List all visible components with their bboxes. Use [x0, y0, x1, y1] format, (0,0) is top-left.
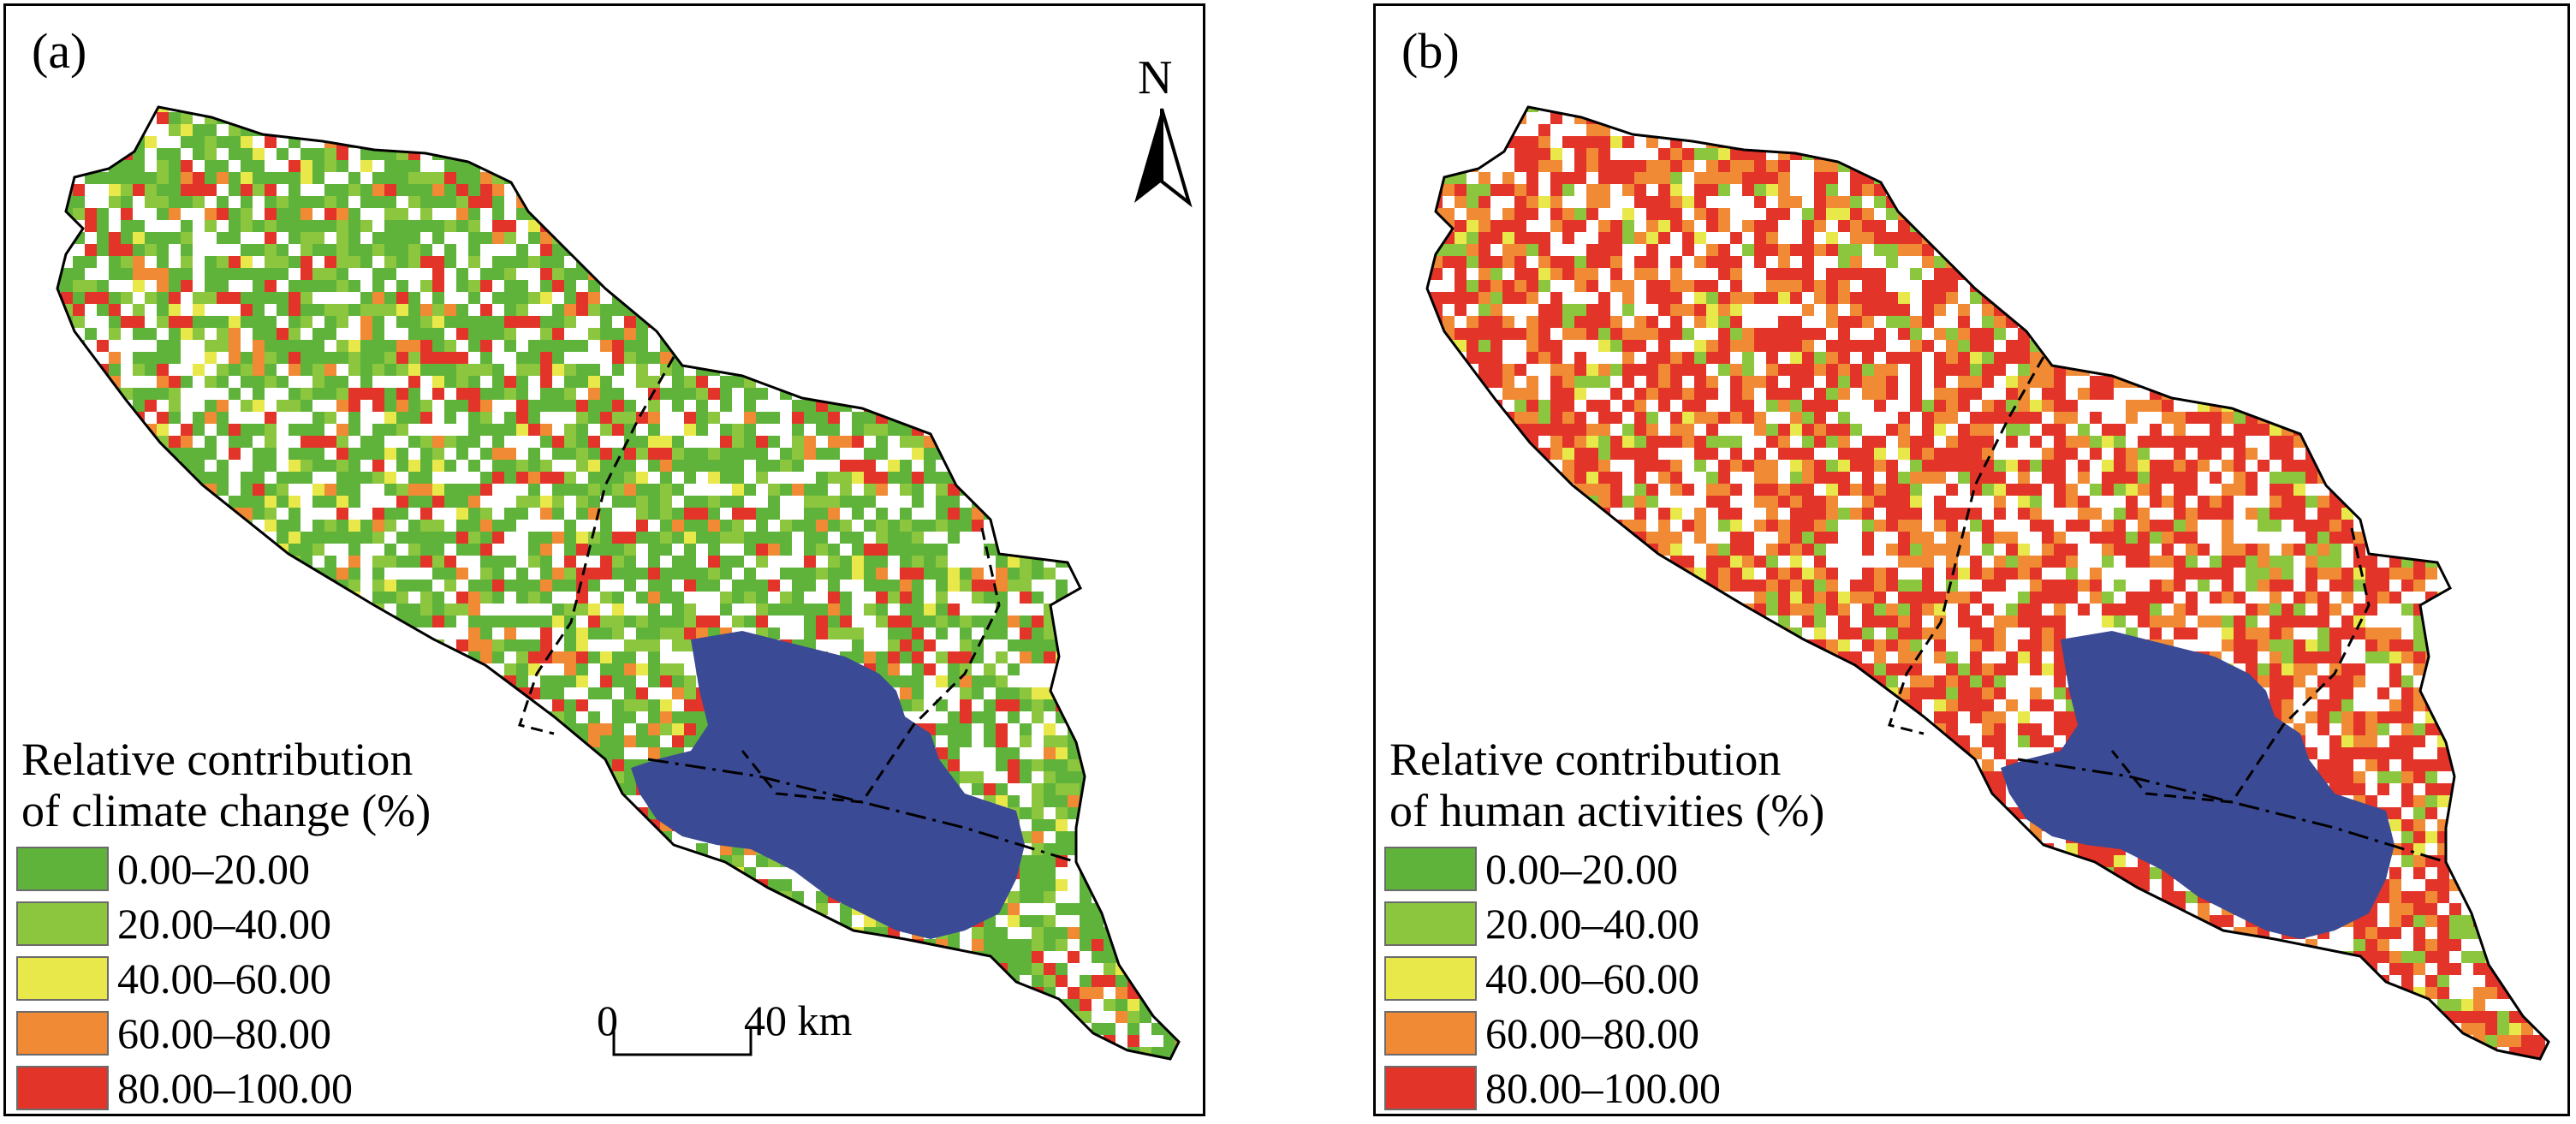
north-label: N: [1138, 51, 1173, 104]
basin-boundary: [56, 105, 1181, 1061]
legend-item: 40.00–60.00: [16, 951, 431, 1006]
scale-end-label: 40 km: [744, 996, 853, 1044]
legend-item: 20.00–40.00: [16, 896, 431, 951]
legend: Relative contribution of human activitie…: [1384, 734, 1825, 1114]
legend-label: 60.00–80.00: [117, 1009, 331, 1057]
map-panel-a: (a) N 0 40 km Relative contribution of c…: [3, 3, 1205, 1116]
legend: Relative contribution of climate change …: [16, 734, 431, 1114]
legend-title-line2: of climate change (%): [21, 785, 431, 836]
sub-basin-boundary: [2110, 527, 2371, 804]
legend-item: 60.00–80.00: [1384, 1006, 1824, 1061]
legend-item: 40.00–60.00: [1384, 951, 1824, 1006]
sub-basin-boundary: [2017, 758, 2447, 864]
legend-label: 20.00–40.00: [1485, 900, 1699, 948]
legend-label: 80.00–100.00: [117, 1064, 353, 1112]
map-panel-b: (b) Relative contribution of human activ…: [1373, 3, 2570, 1116]
legend-swatch: [1384, 847, 1477, 891]
legend-swatch: [1384, 956, 1477, 1001]
legend-item: 0.00–20.00: [1384, 842, 1824, 896]
legend-title-line1: Relative contribution: [21, 734, 413, 785]
legend-label: 40.00–60.00: [1485, 955, 1699, 1002]
basin-map-climate: [56, 105, 1181, 1061]
legend-label: 20.00–40.00: [117, 900, 331, 948]
legend-title-line1: Relative contribution: [1389, 734, 1782, 785]
sub-basin-boundary: [741, 527, 1001, 804]
basin-boundary: [1425, 105, 2550, 1061]
legend-title-line2: of human activities (%): [1389, 785, 1825, 836]
legend-label: 0.00–20.00: [117, 845, 310, 893]
scale-start-label: 0: [597, 996, 618, 1044]
legend-swatch: [16, 901, 109, 946]
legend-item: 0.00–20.00: [16, 842, 431, 896]
legend-label: 80.00–100.00: [1485, 1064, 1721, 1112]
panel-label: (a): [32, 23, 87, 79]
sub-basin-boundary: [647, 758, 1077, 864]
legend-swatch: [16, 1066, 109, 1110]
scale-bar: [612, 1029, 753, 1056]
lake: [2001, 631, 2395, 939]
sub-basin-boundary: [1888, 356, 2045, 735]
legend-label: 40.00–60.00: [117, 955, 331, 1002]
north-arrow-icon: [1134, 108, 1193, 208]
legend-item: 60.00–80.00: [16, 1006, 431, 1061]
legend-swatch: [16, 956, 109, 1001]
legend-item: 20.00–40.00: [1384, 896, 1824, 951]
legend-label: 60.00–80.00: [1485, 1009, 1699, 1057]
legend-swatch: [1384, 1011, 1477, 1056]
legend-swatch: [1384, 901, 1477, 946]
basin-map-human: [1425, 105, 2550, 1061]
legend-item: 80.00–100.00: [16, 1061, 431, 1114]
legend-label: 0.00–20.00: [1485, 845, 1678, 893]
legend-swatch: [16, 847, 109, 891]
legend-swatch: [1384, 1066, 1477, 1110]
panel-label: (b): [1401, 23, 1460, 79]
lake: [631, 631, 1025, 939]
legend-item: 80.00–100.00: [1384, 1061, 1824, 1114]
legend-swatch: [16, 1011, 109, 1056]
sub-basin-boundary: [518, 356, 675, 735]
